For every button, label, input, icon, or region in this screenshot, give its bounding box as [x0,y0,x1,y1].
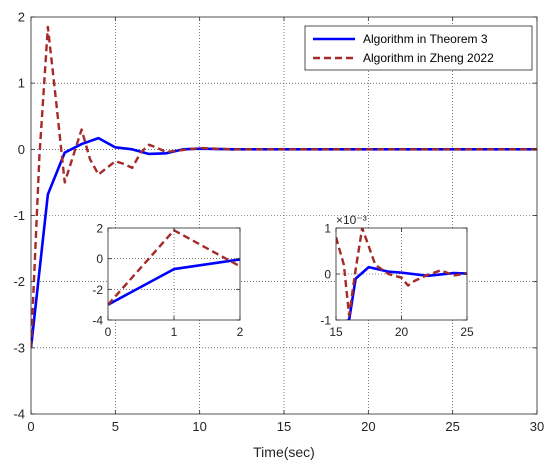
x-axis-label: Time(sec) [253,444,315,460]
y-tick-label: -2 [92,283,103,297]
y-tick-label: -1 [320,314,331,328]
legend-label: Algorithm in Theorem 3 [363,32,488,46]
x-tick-label: 10 [192,419,206,434]
legend-box [304,25,533,71]
x-tick-label: 20 [361,419,375,434]
series-line [31,25,537,348]
series-line [108,258,240,306]
x-tick-label: 0 [105,325,112,339]
series-line [336,228,467,317]
x-tick-label: 0 [27,419,34,434]
y-tick-label: 0 [324,268,331,282]
y-tick-label: 1 [18,76,25,91]
y-tick-label: 0 [96,252,103,266]
x-tick-label: 20 [395,325,409,339]
y-tick-label: 0 [18,142,25,157]
y-tick-label: 2 [18,10,25,25]
y-tick-label: 2 [96,222,103,236]
x-tick-label: 30 [530,419,544,434]
y-tick-label: -4 [92,314,103,328]
x-tick-label: 15 [329,325,343,339]
x-tick-label: 15 [277,419,291,434]
plot-main: 0 5 10 15 20 25 30-4-3-2-1012Time(sec)Algorith… [13,10,544,461]
x-tick-label: 1 [171,325,178,339]
legend: Algorithm in Theorem 3 Algorithm in Zheng… [304,25,533,71]
x-tick-label: 2 [237,325,244,339]
x-tick-label: 25 [460,325,474,339]
y-scale-label: ×10⁻³ [336,213,367,227]
y-tick-label: -3 [13,340,25,355]
y-tick-label: -1 [13,208,25,223]
plot-inset-right: 15 20 25 -1 0 1 ×10⁻³ [320,213,474,339]
x-tick-label: 5 [112,419,119,434]
y-tick-label: -2 [13,274,25,289]
plot-inset-left: 0 1 2 -4 -2 0 2 [92,222,243,340]
y-tick-label: -4 [13,407,25,422]
y-tick-label: 1 [324,222,331,236]
legend-label: Algorithm in Zheng 2022 [363,51,494,65]
x-tick-label: 25 [445,419,459,434]
